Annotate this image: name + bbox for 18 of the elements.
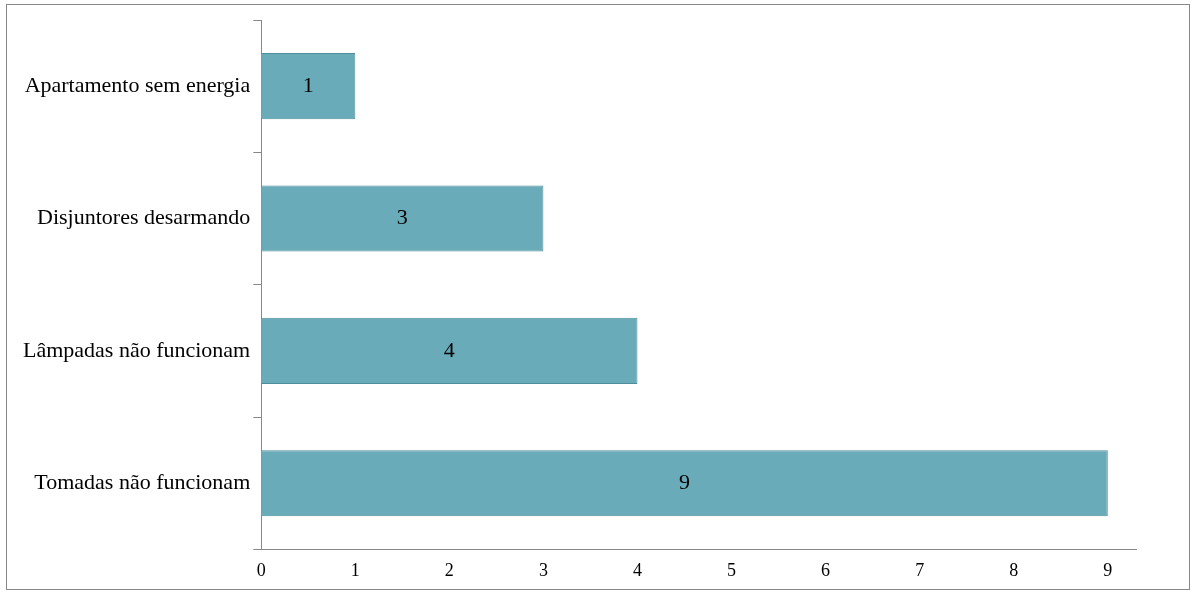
x-tick-label: 3 — [538, 559, 548, 580]
x-tick-label: 5 — [727, 559, 737, 580]
x-tick-label: 9 — [1103, 559, 1113, 580]
y-tick-label: Lâmpadas não funcionam — [22, 336, 251, 362]
x-tick-label: 7 — [915, 559, 925, 580]
data-label: 1 — [302, 71, 314, 97]
y-tick-label: Disjuntores desarmando — [37, 204, 251, 230]
y-tick-label: Apartamento sem energia — [24, 71, 251, 97]
x-tick-label: 1 — [350, 559, 360, 580]
data-label: 9 — [679, 469, 691, 495]
y-tick-label: Tomadas não funcionam — [34, 469, 251, 495]
data-label: 4 — [443, 336, 455, 362]
x-tick-label: 2 — [444, 559, 454, 580]
data-label: 3 — [396, 204, 408, 230]
x-tick-label: 8 — [1009, 559, 1019, 580]
x-tick-label: 4 — [632, 559, 642, 580]
x-tick-label: 0 — [256, 559, 266, 580]
x-tick-label: 6 — [821, 559, 831, 580]
